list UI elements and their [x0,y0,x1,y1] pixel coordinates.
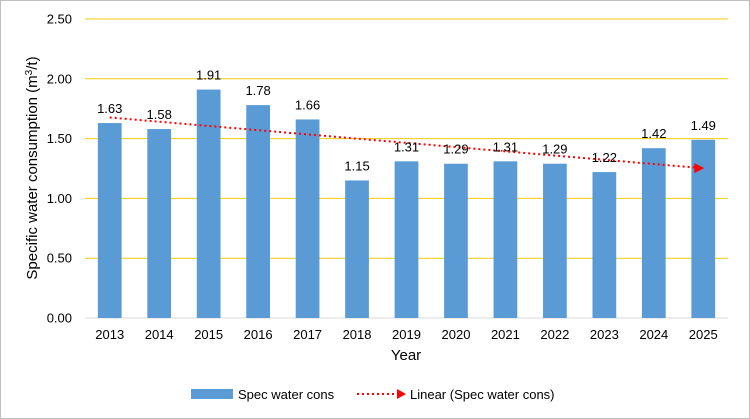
data-label: 1.31 [394,139,419,154]
x-tick-label: 2021 [491,327,520,342]
x-axis-ticks: 2013 2014 2015 2016 2017 2018 2019 2020 2021 2022… [95,327,717,342]
bar [543,163,567,318]
y-tick-label: 1.50 [47,131,72,146]
bar [394,161,419,318]
x-tick-label: 2017 [293,327,322,342]
x-tick-label: 2019 [392,327,421,342]
x-tick-label: 2015 [194,327,223,342]
bar [691,139,716,318]
data-label: 1.29 [443,142,468,157]
y-axis-ticks: 0.00 0.50 1.00 1.50 2.00 2.50 [47,12,72,326]
legend-label-bars: Spec water cons [238,387,335,402]
bar [147,129,172,318]
bar [295,119,320,319]
bar [493,161,518,318]
data-label: 1.31 [493,139,518,154]
data-label: 1.29 [542,142,567,157]
x-tick-label: 2014 [145,327,174,342]
bar [444,163,468,318]
data-label: 1.66 [295,97,320,112]
y-axis-title: Specific water consumption (m3/t) [24,56,41,279]
bar [345,180,369,318]
bar-series [97,89,716,319]
y-tick-label: 0.50 [47,251,72,266]
legend: Spec water cons Linear (Spec water cons) [191,387,555,402]
bar [196,89,221,319]
y-axis-title-main: Specific water consumption (m [24,75,41,279]
x-tick-label: 2018 [343,327,372,342]
data-label: 1.91 [196,68,221,83]
data-label: 1.15 [344,158,369,173]
data-label: 1.58 [147,107,172,122]
data-labels: 1.63 1.58 1.91 1.78 1.66 1.15 1.31 1.29 1.31 1.29… [97,68,716,174]
data-label: 1.49 [691,118,716,133]
x-tick-label: 2024 [639,327,668,342]
bar [592,172,617,318]
legend-label-trendline: Linear (Spec water cons) [410,387,555,402]
x-axis-title: Year [391,347,421,364]
y-tick-label: 2.00 [47,71,72,86]
x-tick-label: 2013 [95,327,124,342]
y-axis-title-superscript: 3 [24,69,35,75]
trendline-arrowhead [694,163,705,174]
bar [246,105,270,318]
x-tick-label: 2016 [244,327,273,342]
y-tick-label: 0.00 [47,311,72,326]
x-tick-label: 2020 [442,327,471,342]
x-tick-label: 2023 [590,327,619,342]
y-tick-label: 2.50 [47,12,72,27]
y-axis-title-tail: /t) [24,56,41,69]
trendline [109,116,705,174]
x-tick-label: 2022 [540,327,569,342]
bar [641,148,666,318]
bar [97,123,122,318]
x-tick-label: 2025 [689,327,718,342]
data-label: 1.78 [245,83,270,98]
data-label: 1.63 [97,101,122,116]
data-label: 1.22 [592,150,617,165]
y-tick-label: 1.00 [47,191,72,206]
legend-arrow-icon [397,389,406,399]
gridlines [85,18,728,319]
data-label: 1.42 [641,126,666,141]
legend-swatch-bars [191,389,233,399]
